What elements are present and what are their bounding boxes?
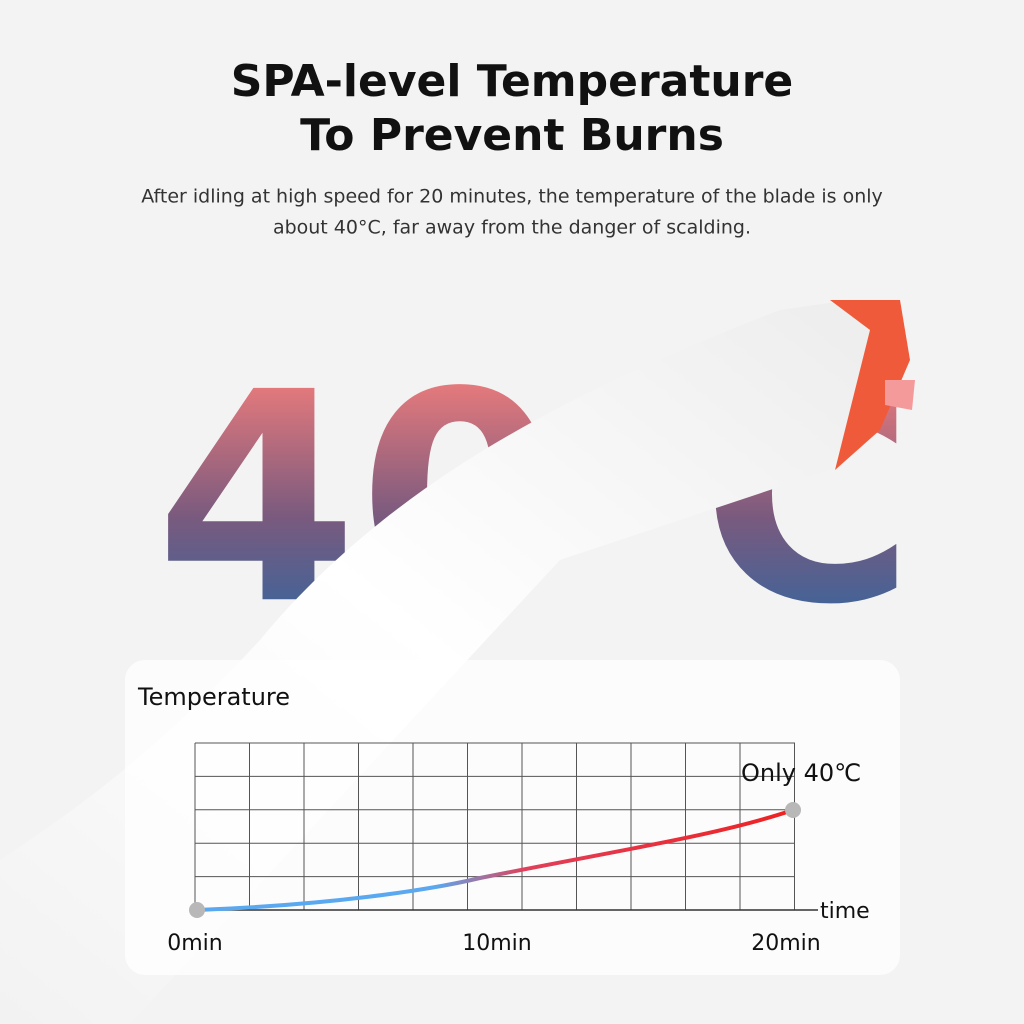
subtitle-line: After idling at high speed for 20 minute… (141, 186, 883, 208)
x-axis-label: time (820, 899, 870, 924)
device-blade (830, 300, 910, 470)
end-point (785, 802, 801, 818)
title-line: SPA-level Temperature (231, 56, 794, 107)
temperature-curve (196, 808, 794, 912)
title-line: To Prevent Burns (300, 110, 724, 161)
x-tick-label: 20min (751, 931, 820, 956)
y-axis-label: Temperature (137, 683, 290, 711)
subtitle-line: about 40°C, far away from the danger of … (273, 217, 751, 239)
x-tick-label: 0min (167, 931, 222, 956)
start-point (189, 902, 205, 918)
annotation: Only 40℃ (741, 759, 861, 787)
chart-card (125, 660, 900, 975)
x-tick-label: 10min (462, 931, 531, 956)
device-tab (885, 380, 915, 410)
